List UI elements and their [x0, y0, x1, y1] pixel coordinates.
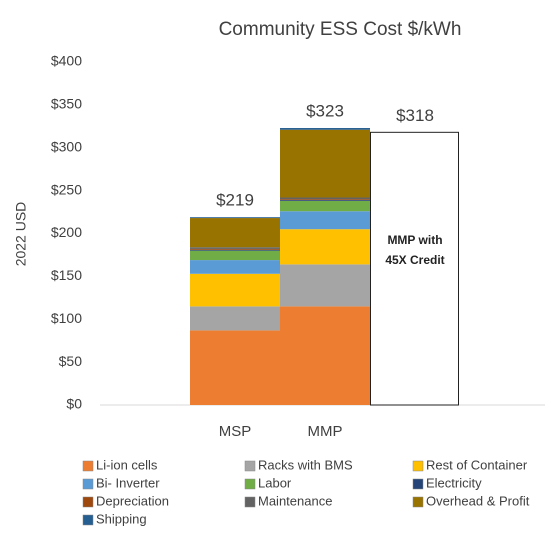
annotation: MMP with — [387, 233, 442, 247]
y-tick-label: $0 — [66, 396, 82, 412]
bar-segment — [190, 247, 280, 249]
bar-segment — [190, 306, 280, 331]
bar-segment — [280, 229, 370, 265]
bar-segment — [190, 330, 280, 405]
legend-label: Li-ion cells — [96, 457, 158, 472]
legend-swatch — [244, 478, 256, 490]
bar-segment — [280, 306, 370, 405]
total-label: $323 — [306, 102, 344, 121]
y-tick-label: $300 — [51, 138, 82, 154]
bar-segment — [280, 211, 370, 230]
annotation: 45X Credit — [385, 253, 444, 267]
bar-segment — [190, 249, 280, 251]
y-tick-label: $100 — [51, 310, 82, 326]
legend-label: Electricity — [426, 475, 482, 490]
bar-segment — [280, 199, 370, 201]
legend-swatch — [412, 496, 424, 508]
total-label: $219 — [216, 191, 254, 210]
legend-swatch — [82, 496, 94, 508]
legend-label: Rest of Container — [426, 457, 528, 472]
legend-swatch — [244, 496, 256, 508]
legend-swatch — [82, 478, 94, 490]
bar-segment — [190, 218, 280, 248]
legend-label: Labor — [258, 475, 292, 490]
y-axis-label: 2022 USD — [13, 202, 29, 267]
y-tick-label: $350 — [51, 96, 82, 112]
legend-swatch — [82, 460, 94, 472]
legend-label: Bi- Inverter — [96, 475, 160, 490]
x-tick-label: MSP — [219, 423, 252, 440]
bar-segment — [280, 128, 370, 130]
bar-segment — [280, 264, 370, 307]
bar-segment — [190, 248, 280, 250]
chart-title: Community ESS Cost $/kWh — [219, 19, 462, 40]
legend-label: Depreciation — [96, 493, 169, 508]
bar-segment — [190, 250, 280, 261]
legend-swatch — [82, 514, 94, 526]
y-tick-label: $400 — [51, 53, 82, 69]
legend-label: Maintenance — [258, 493, 332, 508]
legend-label: Racks with BMS — [258, 457, 353, 472]
bar-segment — [190, 273, 280, 307]
legend-swatch — [244, 460, 256, 472]
x-tick-label: MMP — [308, 423, 343, 440]
bar-segment — [280, 200, 370, 201]
bar-segment — [280, 200, 370, 212]
legend-swatch — [412, 460, 424, 472]
bar-segment — [280, 197, 370, 200]
legend-label: Overhead & Profit — [426, 493, 530, 508]
legend-swatch — [412, 478, 424, 490]
y-tick-label: $250 — [51, 181, 82, 197]
bar-segment — [190, 260, 280, 274]
y-tick-label: $200 — [51, 224, 82, 240]
total-label: $318 — [396, 106, 434, 125]
legend-label: Shipping — [96, 511, 147, 526]
outline-bar — [370, 131, 459, 406]
bar-segment — [280, 129, 370, 198]
bar-segment — [190, 217, 280, 219]
y-tick-label: $50 — [59, 353, 83, 369]
y-tick-label: $150 — [51, 267, 82, 283]
